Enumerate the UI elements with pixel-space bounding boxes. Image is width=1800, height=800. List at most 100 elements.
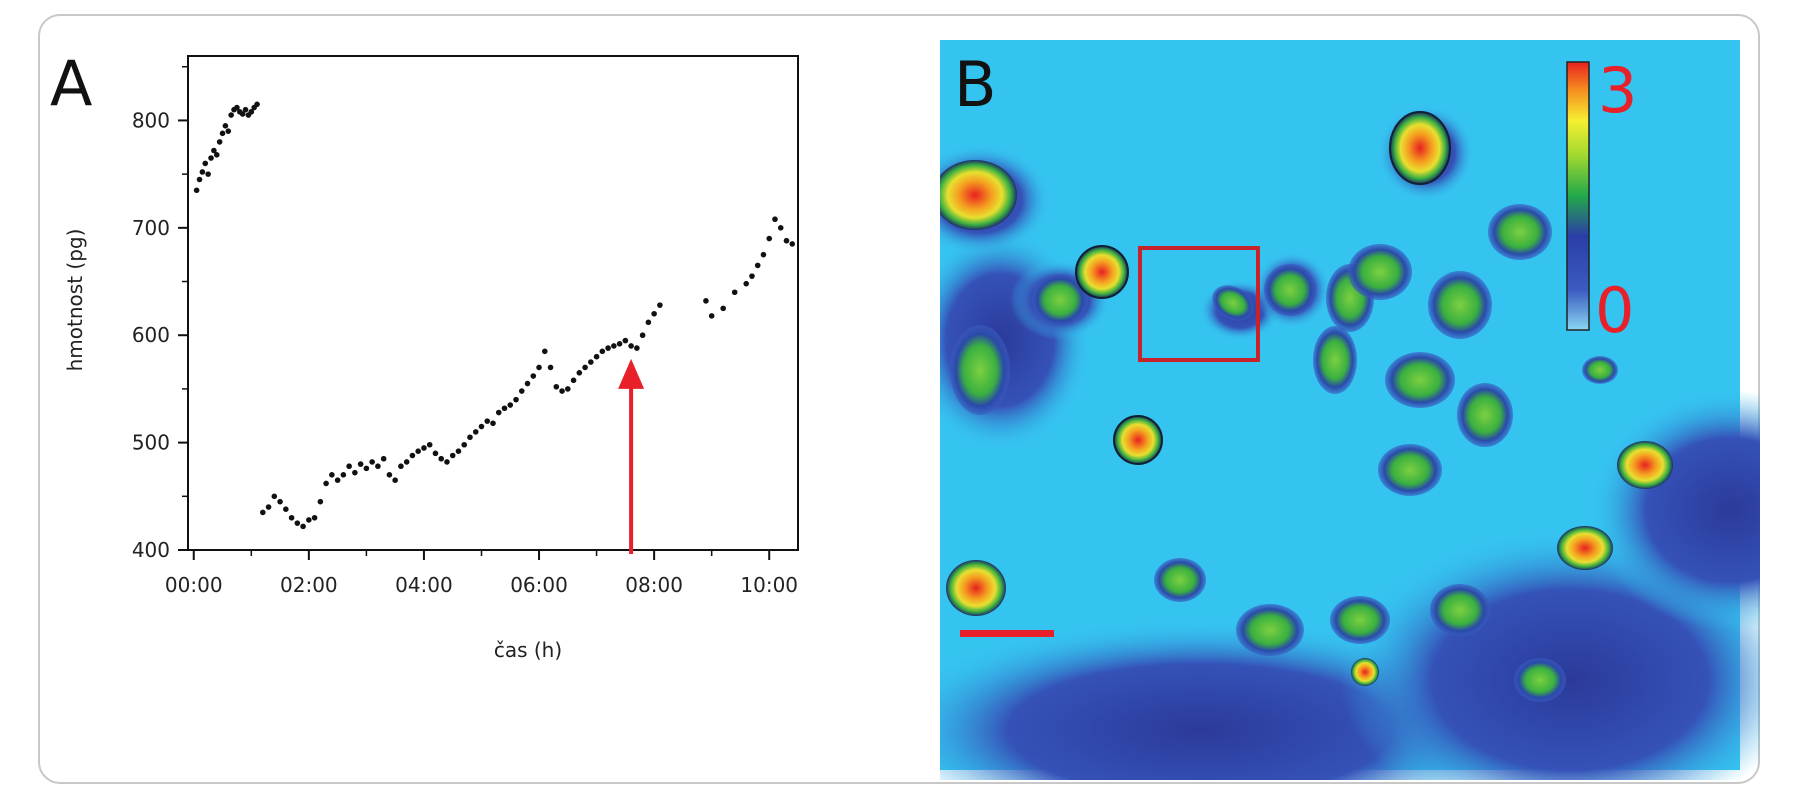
y-tick-label: 400 [132,538,170,562]
data-point [340,472,347,478]
data-point [749,273,755,279]
panel-b-letter: B [954,48,997,121]
data-point [495,409,502,416]
data-point [300,523,306,530]
data-point [213,152,220,158]
data-point [193,187,200,194]
data-point [352,469,358,476]
data-point [409,452,416,459]
data-point [478,423,485,430]
x-tick-label: 04:00 [395,573,453,597]
data-point [530,373,537,379]
data-point [357,461,364,467]
data-point [634,345,640,351]
data-point [392,477,398,483]
data-point [605,345,611,351]
data-point [541,348,548,355]
x-tick-label: 06:00 [510,573,568,597]
data-point [547,364,554,371]
data-point [306,517,312,523]
plot-area: 00:00 02:00 04:00 06:00 08:00 10:00 400 500 600 7… [132,55,799,597]
panel-a-letter: A [50,47,92,120]
data-point [277,498,283,505]
data-point [490,420,496,427]
data-point [720,305,726,312]
data-point [426,441,433,448]
data-point [703,298,709,304]
data-point [588,359,594,365]
data-point [260,509,266,516]
data-point [265,504,272,510]
colorbar-min-label: 0 [1595,274,1634,347]
data-point [432,450,439,457]
data-point [363,465,370,472]
data-point [228,112,234,118]
x-tick-label: 08:00 [625,573,683,597]
data-point [449,452,456,459]
x-tick-label: 10:00 [740,573,798,597]
data-point [789,241,796,247]
image-panel-b: 3 0 B [940,40,1760,780]
data-point [444,459,450,465]
data-point [599,348,606,355]
arrow-head [618,358,645,389]
data-point [518,388,525,394]
data-point [582,364,588,371]
data-point [380,455,387,462]
data-point [754,262,761,269]
data-point [248,109,255,115]
data-point [199,169,206,175]
data-point [536,364,542,371]
data-point [455,448,462,455]
cell-cluster-bottom [940,230,1760,780]
data-point [398,463,404,470]
data-point [294,520,301,526]
data-point [242,106,249,113]
data-point [484,418,491,424]
data-point [639,332,646,339]
data-point [472,429,479,435]
colorbar-max-label: 3 [1598,54,1637,127]
data-point [219,130,226,137]
data-point [311,514,318,521]
region-of-interest-box [1138,246,1260,362]
data-point [329,472,335,478]
data-point [461,441,468,448]
data-point [254,101,260,108]
data-point [202,160,209,167]
y-tick-label: 800 [132,108,170,132]
data-point [211,147,217,154]
data-point [369,459,375,465]
data-point [467,434,473,441]
data-point [657,302,663,308]
data-point [234,104,240,111]
y-tick-label: 600 [132,323,170,347]
data-point [438,455,445,462]
scale-bar [960,630,1054,637]
data-point [760,251,767,258]
data-point [225,128,232,134]
data-point [576,370,583,376]
x-tick-label: 00:00 [165,573,223,597]
data-point [766,235,773,242]
data-point [239,111,246,117]
data-point [783,237,790,244]
data-point [317,498,324,505]
data-point [415,448,421,455]
y-axis-label: hmotnost (pg) [63,229,87,372]
y-tick-label: 500 [132,431,170,455]
data-point [616,341,623,347]
data-point [553,383,560,390]
chart-panel-a: A 00:00 02:00 04:00 06:00 08:00 10:00 400 500 60… [50,47,799,662]
data-point [421,445,427,451]
data-point [288,514,295,521]
data-point [513,396,519,403]
data-point [777,225,784,231]
data-point [507,402,514,408]
data-point [283,506,289,512]
data-point [216,139,223,145]
data-point [334,477,341,483]
data-point [772,216,778,223]
colorbar [1566,61,1590,331]
data-point [501,405,508,412]
